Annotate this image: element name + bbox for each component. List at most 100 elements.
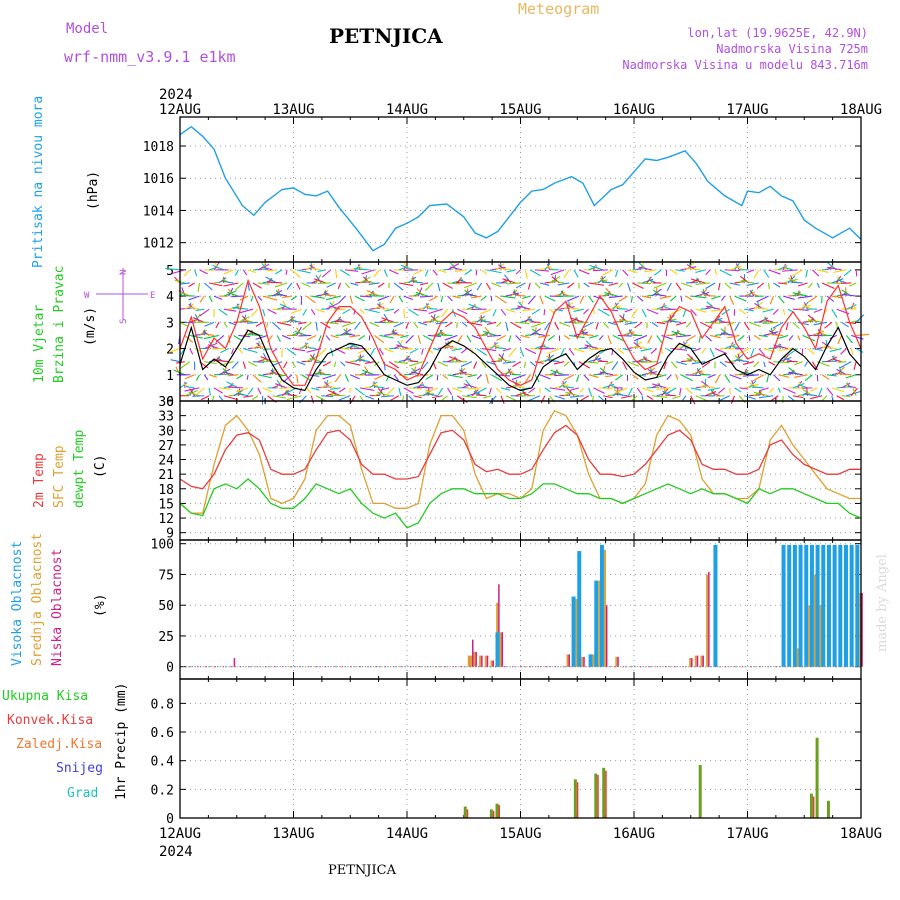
wind-arrow — [500, 267, 511, 271]
wind-arrow — [424, 282, 434, 292]
wind-arrow — [267, 308, 277, 315]
wind-arrow — [531, 308, 541, 315]
wind-arrow — [808, 282, 813, 289]
wind-arrow — [763, 361, 766, 368]
wind-arrow — [203, 334, 220, 340]
wind-arrow — [467, 374, 477, 378]
wind-arrow — [432, 395, 443, 399]
date-tick-top: 14AUG — [386, 102, 428, 118]
wind-arrow — [836, 395, 845, 401]
wind-arrow — [481, 269, 487, 275]
wind-arrow — [370, 348, 376, 356]
wind-arrow — [778, 265, 788, 271]
wind-arrow — [734, 387, 742, 393]
wind-arrow — [398, 295, 404, 303]
wind-arrow — [842, 293, 857, 297]
wind-arrow — [301, 342, 309, 349]
wind-arrow — [462, 395, 477, 399]
wind-arrow — [753, 391, 769, 397]
wind-arrow — [310, 308, 316, 316]
wind-arrow — [363, 279, 375, 284]
wind-arrow — [783, 357, 794, 363]
wind-arrow — [447, 374, 463, 379]
wind-arrow — [589, 264, 604, 271]
wind-arrow — [179, 361, 191, 370]
wind-arrow — [298, 387, 303, 395]
wind-arrow — [492, 308, 497, 317]
mid-cloud-bar — [819, 605, 822, 667]
wind-arrow — [326, 282, 336, 288]
wind-arrow — [663, 361, 667, 370]
mid-cloud-bar — [813, 574, 816, 667]
y-tick-label: 24 — [158, 454, 174, 469]
wind-arrow — [651, 321, 659, 328]
wind-arrow — [758, 395, 774, 399]
wind-arrow — [476, 374, 482, 380]
wind-arrow — [505, 395, 517, 402]
wind-arrow — [797, 295, 813, 299]
wind-arrow — [769, 387, 774, 394]
high-cloud-bar — [577, 551, 582, 667]
wind-arrow — [349, 334, 361, 338]
wind-arrow — [311, 295, 325, 299]
wind-arrow — [184, 387, 200, 392]
high-cloud-bar — [843, 544, 848, 667]
wind-arrow — [286, 348, 297, 356]
wind-arrow — [644, 358, 653, 363]
wind-arrow — [685, 334, 696, 342]
temp2m-ylabel: 2m Temp — [32, 453, 47, 508]
wind-arrow — [411, 371, 424, 376]
y-tick-label: 100 — [151, 538, 174, 553]
wind-arrow — [624, 308, 633, 313]
wind-arrow — [233, 389, 244, 397]
wind-arrow — [383, 361, 386, 371]
wind-arrow — [314, 361, 326, 364]
wind-arrow — [688, 268, 701, 271]
wind-arrow — [743, 322, 750, 331]
wind-arrow — [816, 374, 819, 382]
wind-arrow — [450, 266, 463, 271]
mid-cloud-bar — [859, 592, 862, 667]
wind-arrow — [448, 356, 463, 363]
wind-arrow — [390, 395, 400, 401]
wind-arrow — [826, 295, 835, 302]
wind-arrow — [554, 374, 570, 377]
wind-arrow — [773, 374, 781, 382]
wind-arrow — [441, 308, 448, 318]
wind-arrow — [338, 387, 346, 393]
wind-arrow — [408, 276, 417, 284]
wind-arrow — [445, 321, 453, 328]
wind-arrow — [724, 282, 732, 290]
wind-arrow — [653, 293, 667, 297]
wind-arrow — [629, 331, 638, 336]
wind-arrow — [583, 282, 590, 288]
wind-arrow — [306, 334, 317, 341]
high-cloud-bar — [599, 544, 604, 667]
high-cloud-bar — [781, 544, 786, 667]
wind-arrow — [602, 281, 613, 284]
high-cloud-bar — [832, 544, 837, 667]
wind-arrow — [622, 361, 628, 370]
wind-arrow — [204, 321, 215, 327]
wind-arrow — [797, 282, 808, 287]
wind-arrow — [425, 387, 438, 394]
wind-arrow — [826, 374, 837, 377]
wind-arrow — [275, 269, 283, 275]
wind-arrow — [669, 295, 677, 302]
wind-arrow — [559, 321, 571, 328]
wind-arrow — [527, 395, 541, 402]
watermark: made by Angel — [875, 554, 890, 652]
footer-station: PETNJICA — [328, 863, 397, 878]
wind-arrow — [353, 268, 370, 271]
y-tick-label: 33 — [158, 410, 174, 425]
wind-arrow — [641, 387, 654, 393]
wind-arrow — [368, 282, 380, 285]
wind-arrow — [790, 275, 794, 284]
wind-arrow — [359, 387, 375, 391]
wind-arrow — [845, 335, 853, 344]
wind-arrow — [794, 374, 808, 378]
wind-arrow — [802, 334, 816, 342]
wind-arrow — [326, 294, 336, 297]
wind-arrow — [471, 334, 482, 340]
wind-arrow — [768, 269, 781, 275]
